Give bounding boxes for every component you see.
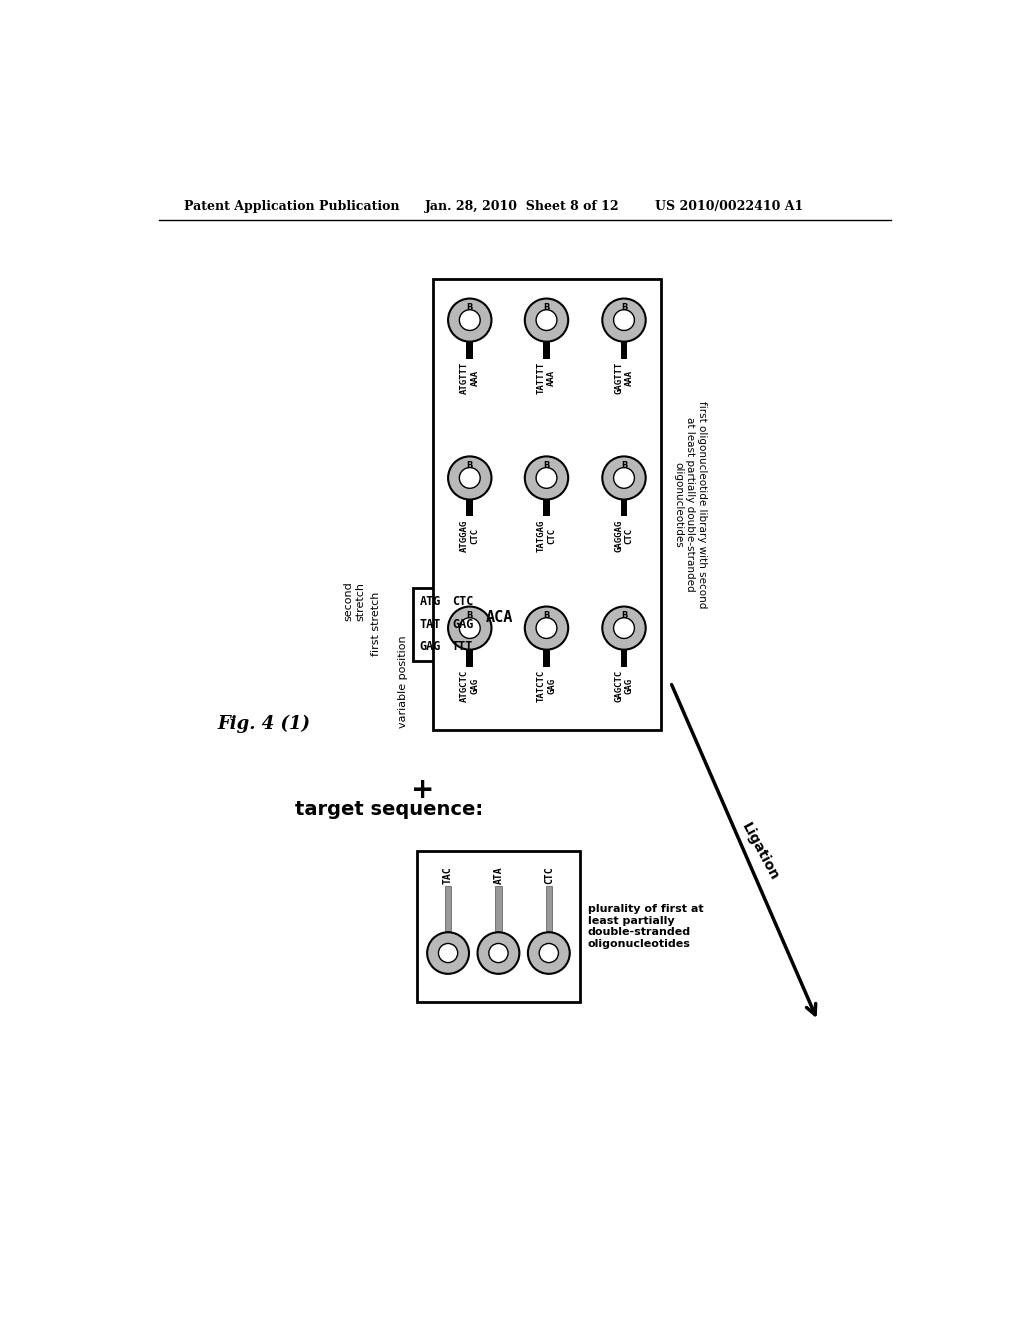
Text: B: B: [467, 611, 473, 619]
Circle shape: [524, 298, 568, 342]
Text: second
stretch: second stretch: [343, 581, 366, 620]
Circle shape: [613, 618, 635, 639]
Text: GAGTTT
AAA: GAGTTT AAA: [614, 362, 634, 393]
Text: ACA: ACA: [486, 610, 513, 624]
Circle shape: [460, 467, 480, 488]
Text: GAG: GAG: [420, 640, 440, 653]
Circle shape: [449, 298, 492, 342]
Text: TAT: TAT: [420, 618, 440, 631]
Text: target sequence:: target sequence:: [295, 800, 482, 818]
Text: TTT: TTT: [452, 640, 473, 653]
Text: TATCTC
GAG: TATCTC GAG: [537, 669, 556, 702]
Circle shape: [613, 310, 635, 330]
Bar: [621, 342, 628, 359]
Text: GAG: GAG: [452, 618, 473, 631]
Circle shape: [449, 457, 492, 499]
Circle shape: [477, 932, 519, 974]
Circle shape: [602, 298, 646, 342]
Text: first oligonucleotide library with second
at least partially double-stranded
oli: first oligonucleotide library with secon…: [674, 401, 707, 609]
Bar: [546, 886, 552, 931]
Text: B: B: [621, 611, 627, 619]
Text: CTC: CTC: [452, 595, 473, 609]
Text: TATTTT
AAA: TATTTT AAA: [537, 362, 556, 393]
Circle shape: [528, 932, 569, 974]
Text: US 2010/0022410 A1: US 2010/0022410 A1: [655, 199, 803, 213]
Circle shape: [460, 618, 480, 639]
Text: B: B: [467, 302, 473, 312]
Text: plurality of first at
least partially
double-stranded
oligonucleotides: plurality of first at least partially do…: [588, 904, 703, 949]
Text: ATG: ATG: [420, 595, 440, 609]
Text: B: B: [544, 302, 550, 312]
Bar: [543, 649, 550, 667]
Circle shape: [524, 607, 568, 649]
Bar: [445, 886, 452, 931]
Text: variable position: variable position: [398, 636, 409, 729]
Circle shape: [524, 457, 568, 499]
Text: ATGGAG
CTC: ATGGAG CTC: [460, 520, 479, 552]
Text: Fig. 4 (1): Fig. 4 (1): [217, 715, 310, 734]
Text: B: B: [544, 611, 550, 619]
Text: GAGGAG
CTC: GAGGAG CTC: [614, 520, 634, 552]
Text: +: +: [412, 776, 434, 804]
Bar: [414, 589, 481, 661]
Text: Jan. 28, 2010  Sheet 8 of 12: Jan. 28, 2010 Sheet 8 of 12: [425, 199, 620, 213]
Circle shape: [460, 310, 480, 330]
Bar: [466, 499, 473, 516]
Text: B: B: [621, 302, 627, 312]
Text: ATA: ATA: [494, 867, 504, 884]
Circle shape: [540, 944, 558, 962]
Bar: [466, 649, 473, 667]
Bar: [432, 280, 662, 730]
Circle shape: [537, 467, 557, 488]
Circle shape: [602, 457, 646, 499]
Bar: [543, 342, 550, 359]
Text: ATGCTC
GAG: ATGCTC GAG: [460, 669, 479, 702]
Text: TAC: TAC: [443, 867, 453, 884]
Text: first stretch: first stretch: [371, 593, 381, 656]
Text: ATGTTT
AAA: ATGTTT AAA: [460, 362, 479, 393]
Circle shape: [537, 618, 557, 639]
Circle shape: [602, 607, 646, 649]
Bar: [621, 649, 628, 667]
Text: Ligation: Ligation: [738, 820, 781, 883]
Text: TATGAG
CTC: TATGAG CTC: [537, 520, 556, 552]
Text: B: B: [467, 461, 473, 470]
Text: B: B: [621, 461, 627, 470]
Bar: [417, 851, 580, 1002]
Text: CTC: CTC: [544, 867, 554, 884]
Bar: [496, 886, 502, 931]
Circle shape: [488, 944, 508, 962]
Text: GAGCTC
GAG: GAGCTC GAG: [614, 669, 634, 702]
Bar: [466, 342, 473, 359]
Bar: [621, 499, 628, 516]
Circle shape: [438, 944, 458, 962]
Text: Patent Application Publication: Patent Application Publication: [183, 199, 399, 213]
Circle shape: [537, 310, 557, 330]
Circle shape: [427, 932, 469, 974]
Circle shape: [613, 467, 635, 488]
Circle shape: [449, 607, 492, 649]
Text: B: B: [544, 461, 550, 470]
Bar: [543, 499, 550, 516]
